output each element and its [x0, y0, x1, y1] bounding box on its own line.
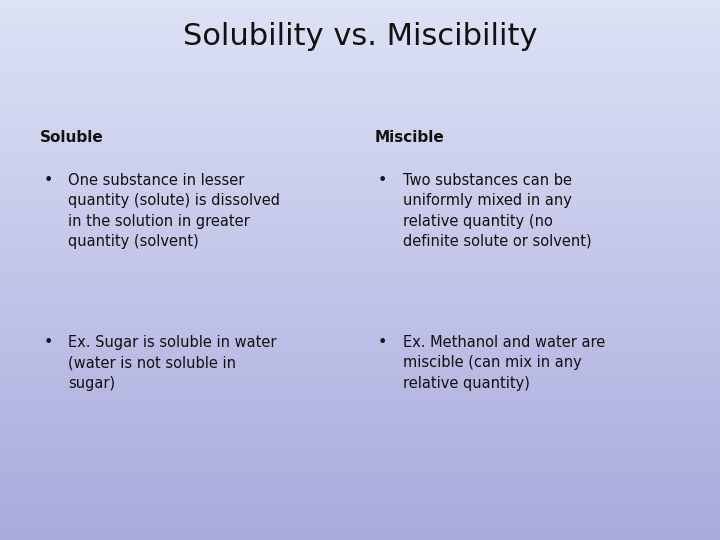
Text: Solubility vs. Miscibility: Solubility vs. Miscibility: [183, 22, 537, 51]
Text: Miscible: Miscible: [374, 130, 444, 145]
Text: •: •: [378, 173, 387, 188]
Text: One substance in lesser
quantity (solute) is dissolved
in the solution in greate: One substance in lesser quantity (solute…: [68, 173, 280, 249]
Text: Ex. Sugar is soluble in water
(water is not soluble in
sugar): Ex. Sugar is soluble in water (water is …: [68, 335, 277, 390]
Text: •: •: [378, 335, 387, 350]
Text: Two substances can be
uniformly mixed in any
relative quantity (no
definite solu: Two substances can be uniformly mixed in…: [403, 173, 592, 249]
Text: •: •: [43, 173, 53, 188]
Text: •: •: [43, 335, 53, 350]
Text: Ex. Methanol and water are
miscible (can mix in any
relative quantity): Ex. Methanol and water are miscible (can…: [403, 335, 606, 390]
Text: Soluble: Soluble: [40, 130, 104, 145]
